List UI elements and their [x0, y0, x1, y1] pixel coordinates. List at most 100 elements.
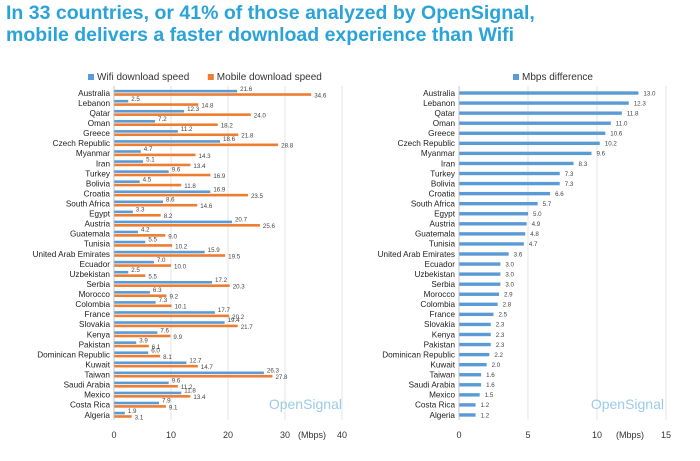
value-label-mbps-difference-serbia: 3.0	[505, 281, 514, 288]
bar-mobile-download-speed-kenya	[114, 334, 171, 338]
opensignal-watermark: OpenSignal	[591, 396, 664, 412]
value-label-mbps-difference-mexico: 1.5	[485, 392, 494, 399]
bar-wifi-download-speed-oman	[114, 120, 156, 123]
value-label-mbps-difference-turkey: 7.3	[565, 171, 574, 178]
x-tick-label: 10	[592, 430, 602, 440]
value-label-mobile-download-speed-bolivia: 11.8	[184, 183, 196, 190]
bar-mobile-download-speed-ecuador	[114, 264, 171, 267]
bar-mobile-download-speed-turkey	[114, 173, 211, 177]
bar-mobile-download-speed-serbia	[114, 284, 230, 287]
category-label-guatemala: Guatemala	[70, 230, 110, 239]
value-label-mbps-difference-iran: 8.3	[579, 161, 588, 168]
bar-mbps-difference-guatemala	[459, 232, 526, 236]
category-label-colombia: Colombia	[420, 300, 455, 309]
category-label-dominican-republic: Dominican Republic	[382, 350, 455, 359]
value-label-mobile-download-speed-united-arab-emirates: 19.5	[228, 253, 241, 260]
category-label-myanmar: Myanmar	[421, 149, 455, 158]
bar-mobile-download-speed-uzbekistan	[114, 274, 146, 277]
value-label-mbps-difference-saudi-arabia: 1.6	[486, 382, 495, 389]
bar-mobile-download-speed-algeria	[114, 415, 132, 418]
bar-mbps-difference-qatar	[459, 111, 622, 115]
category-label-costa-rica: Costa Rica	[70, 401, 110, 410]
value-label-wifi-download-speed-czech-republic: 18.6	[223, 136, 236, 143]
bar-wifi-download-speed-mexico	[114, 391, 182, 395]
bar-wifi-download-speed-serbia	[114, 280, 213, 284]
bar-wifi-download-speed-colombia	[114, 301, 156, 304]
value-label-mobile-download-speed-saudi-arabia: 11.2	[181, 384, 193, 391]
category-label-uzbekistan: Uzbekistan	[69, 270, 110, 279]
bar-mbps-difference-lebanon	[459, 101, 629, 105]
value-label-mobile-download-speed-costa-rica: 9.1	[169, 404, 178, 411]
value-label-wifi-download-speed-oman: 7.2	[158, 116, 167, 123]
bar-mbps-difference-austria	[459, 222, 527, 226]
value-label-wifi-download-speed-greece: 11.2	[181, 126, 193, 133]
value-label-wifi-download-speed-slovakia: 19.4	[228, 317, 241, 324]
category-label-kuwait: Kuwait	[85, 360, 110, 369]
category-label-saudi-arabia: Saudi Arabia	[409, 381, 456, 390]
bar-mobile-download-speed-qatar	[114, 113, 251, 116]
value-label-mbps-difference-lebanon: 12.3	[634, 100, 647, 107]
bar-wifi-download-speed-kenya	[114, 331, 158, 334]
value-label-mobile-download-speed-greece: 21.8	[241, 133, 254, 140]
value-label-mobile-download-speed-australia: 34.6	[314, 92, 327, 99]
bar-mobile-download-speed-australia	[114, 93, 312, 96]
value-label-mbps-difference-morocco: 2.9	[504, 292, 513, 299]
value-label-wifi-download-speed-morocco: 6.3	[153, 287, 162, 294]
bar-wifi-download-speed-pakistan	[114, 341, 137, 344]
value-label-mbps-difference-austria: 4.9	[532, 221, 541, 228]
x-tick-label: 40	[337, 430, 347, 440]
category-label-algeria: Algeria	[430, 411, 456, 420]
value-label-mbps-difference-bolivia: 7.3	[565, 181, 574, 188]
category-label-austria: Austria	[85, 220, 111, 229]
legend-swatch-mobile-download-speed	[207, 74, 214, 80]
value-label-wifi-download-speed-united-arab-emirates: 15.9	[208, 247, 221, 254]
category-label-costa-rica: Costa Rica	[415, 401, 455, 410]
category-label-oman: Oman	[433, 119, 456, 128]
value-label-wifi-download-speed-costa-rica: 7.9	[162, 398, 171, 405]
value-label-wifi-download-speed-turkey: 9.6	[172, 166, 181, 173]
category-label-greece: Greece	[83, 129, 110, 138]
value-label-mbps-difference-taiwan: 1.6	[486, 372, 495, 379]
value-label-mbps-difference-czech-republic: 10.2	[605, 141, 618, 148]
bar-mobile-download-speed-taiwan	[114, 374, 273, 378]
category-label-egypt: Egypt	[89, 210, 111, 219]
category-label-slovakia: Slovakia	[424, 320, 455, 329]
value-label-mobile-download-speed-croatia: 23.5	[251, 193, 264, 200]
x-tick-label: 0	[111, 430, 116, 440]
bar-wifi-download-speed-south-africa	[114, 200, 164, 204]
category-label-united-arab-emirates: United Arab Emirates	[33, 250, 110, 259]
value-label-mobile-download-speed-morocco: 9.2	[169, 294, 178, 301]
bar-mobile-download-speed-united-arab-emirates	[114, 254, 226, 257]
category-label-croatia: Croatia	[429, 189, 456, 198]
x-axis-title: (Mbps)	[616, 430, 644, 440]
value-label-mbps-difference-south-africa: 5.7	[543, 201, 552, 208]
category-label-iran: Iran	[96, 159, 111, 168]
value-label-wifi-download-speed-taiwan: 26.3	[267, 368, 280, 375]
category-label-south-africa: South Africa	[66, 199, 111, 208]
x-tick-label: 0	[456, 430, 461, 440]
value-label-mobile-download-speed-slovakia: 21.7	[241, 324, 254, 331]
value-label-mbps-difference-pakistan: 2.3	[496, 342, 505, 349]
legend-swatch-mbps-difference	[513, 74, 519, 80]
value-label-mbps-difference-oman: 11.0	[616, 121, 628, 128]
category-label-guatemala: Guatemala	[415, 230, 455, 239]
category-label-taiwan: Taiwan	[430, 371, 456, 380]
value-label-mobile-download-speed-pakistan: 6.1	[152, 344, 161, 351]
value-label-wifi-download-speed-kenya: 7.6	[160, 327, 169, 334]
category-label-kuwait: Kuwait	[430, 360, 455, 369]
bar-mobile-download-speed-pakistan	[114, 344, 149, 348]
category-label-dominican-republic: Dominican Republic	[37, 350, 110, 359]
bar-mbps-difference-pakistan	[459, 342, 491, 347]
bar-wifi-download-speed-kuwait	[114, 361, 187, 365]
value-label-wifi-download-speed-south-africa: 8.6	[166, 196, 175, 203]
bar-mbps-difference-kuwait	[459, 362, 487, 367]
category-label-greece: Greece	[428, 129, 455, 138]
value-label-wifi-download-speed-australia: 21.6	[240, 86, 253, 93]
x-tick-label: 10	[166, 430, 176, 440]
value-label-wifi-download-speed-guatemala: 4.2	[141, 227, 150, 234]
bar-wifi-download-speed-qatar	[114, 109, 185, 113]
value-label-mobile-download-speed-kenya: 9.9	[173, 334, 182, 341]
bar-wifi-download-speed-austria	[114, 220, 232, 224]
category-label-australia: Australia	[78, 89, 110, 98]
